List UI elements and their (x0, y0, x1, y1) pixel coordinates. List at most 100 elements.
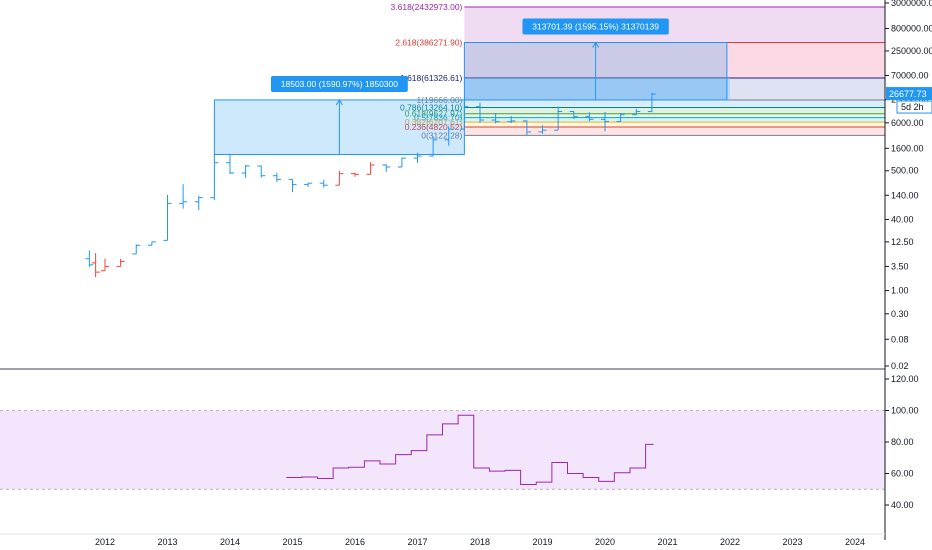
price-axis-label: 70000.00 (891, 70, 929, 80)
ohlc-bar[interactable] (366, 162, 375, 175)
ohlc-bar[interactable] (507, 116, 516, 124)
ohlc-bar[interactable] (179, 184, 188, 209)
ohlc-bar[interactable] (569, 110, 578, 120)
projection-zone (464, 78, 730, 100)
ohlc-bar[interactable] (163, 195, 172, 241)
measure-label-box (270, 75, 408, 92)
fib-level-label: 0.786(13264.10) (400, 103, 463, 113)
ohlc-bar[interactable] (554, 106, 563, 131)
time-axis-label: 2019 (532, 537, 552, 547)
ohlc-bar[interactable] (257, 165, 266, 178)
ohlc-bar[interactable] (272, 172, 281, 182)
ohlc-bar[interactable] (132, 244, 141, 255)
ohlc-bar[interactable] (491, 112, 500, 124)
rsi-line[interactable] (286, 414, 654, 486)
ohlc-bar[interactable] (616, 112, 625, 123)
ohlc-bar[interactable] (585, 112, 594, 122)
fib-zone (464, 122, 885, 128)
ohlc-bar[interactable] (335, 170, 344, 186)
ohlc-bar[interactable] (241, 164, 250, 179)
rsi-axis-label: 100.00 (891, 406, 919, 416)
ohlc-bar[interactable] (382, 164, 391, 172)
rsi-axis-label: 120.00 (891, 374, 919, 384)
time-axis-label: 2023 (782, 537, 802, 547)
ohlc-bar[interactable] (538, 125, 547, 134)
ohlc-bar[interactable] (632, 108, 641, 116)
fib-zone (464, 113, 885, 118)
measure-label-box (522, 18, 669, 35)
ohlc-bar[interactable] (460, 99, 469, 130)
price-axis-label: 6000.00 (891, 118, 924, 128)
ohlc-bar[interactable] (476, 102, 484, 123)
price-axis-label: 1.00 (891, 286, 909, 296)
ohlc-bar[interactable] (288, 178, 297, 193)
ohlc-bar[interactable] (444, 126, 453, 146)
ohlc-bar[interactable] (601, 112, 609, 132)
ohlc-bar[interactable] (210, 154, 219, 200)
ohlc-bar[interactable] (319, 179, 328, 188)
price-axis-label: 0.30 (891, 309, 909, 319)
fib-zone (464, 127, 885, 136)
price-axis-label: 140.00 (891, 190, 919, 200)
time-axis-label: 2013 (157, 537, 177, 547)
time-axis-label: 2012 (95, 537, 115, 547)
rsi-axis-label: 60.00 (891, 469, 914, 479)
ohlc-bar[interactable] (429, 136, 438, 157)
price-axis-label: 3.50 (891, 261, 909, 271)
fib-level-label: 3.618(2432973.00) (391, 2, 463, 12)
ohlc-bar[interactable] (116, 258, 125, 267)
rsi-band (0, 410, 885, 490)
countdown-label: 5d 2h (901, 102, 924, 112)
ohlc-bar[interactable] (413, 152, 422, 163)
ohlc-bar[interactable] (647, 92, 656, 113)
price-axis-label: 40.00 (891, 214, 914, 224)
measure-arrowhead (335, 98, 343, 106)
fib-zone (464, 99, 885, 108)
measure-label: 313701.39 (1595.15%) 31370139 (532, 22, 659, 32)
time-axis-label: 2020 (595, 537, 615, 547)
price-axis-label: 0.08 (891, 334, 909, 344)
ohlc-bar[interactable] (304, 182, 313, 188)
time-axis-label: 2015 (282, 537, 302, 547)
time-axis-label: 2018 (470, 537, 490, 547)
rsi-pane[interactable] (0, 410, 885, 490)
fib-level-label: 0.5(7836.70) (414, 113, 462, 123)
ohlc-bar[interactable] (91, 253, 100, 278)
last-price-label: 26677.73 (889, 89, 927, 99)
ohlc-bar[interactable] (194, 195, 203, 211)
time-axis-label: 2024 (845, 537, 865, 547)
fib-level-label: 0(3122.28) (421, 130, 462, 140)
price-axis-label: 0.02 (891, 361, 909, 371)
price-axis-label: 1600.00 (891, 143, 924, 153)
price-axis-label: 800000.00 (891, 23, 932, 33)
fib-level-label: 2.618(386271.90) (395, 38, 462, 48)
fib-zone (464, 117, 885, 123)
time-axis-label: 2016 (345, 537, 365, 547)
price-pane[interactable]: 3.618(2432973.00) 2.618(386271.90) 1.618(6… (85, 2, 885, 278)
fib-level-label: 0.236(4820.52) (405, 122, 463, 132)
fib-zone (464, 42, 885, 79)
ohlc-bar[interactable] (351, 172, 359, 177)
ohlc-bar[interactable] (85, 250, 94, 267)
ohlc-bar[interactable] (147, 241, 156, 246)
fib-level-label: 1.618(61326.61) (400, 73, 463, 83)
time-axis-label: 2014 (220, 537, 240, 547)
ohlc-bar[interactable] (522, 120, 531, 136)
measure-label: 18503.00 (1590.97%) 1850300 (281, 79, 398, 89)
ohlc-bar[interactable] (397, 157, 406, 168)
time-axis-label: 2021 (657, 537, 677, 547)
ohlc-bar[interactable] (226, 154, 234, 175)
ohlc-bar[interactable] (101, 258, 109, 272)
price-axis-label: 12.50 (891, 237, 914, 247)
fib-level-label: 0.618(9627.97) (405, 109, 463, 119)
price-axis-label: 3000000.00 (891, 0, 932, 8)
time-axis-label: 2022 (720, 537, 740, 547)
price-axis-label: 250000.00 (891, 46, 932, 56)
time-axis-label: 2017 (407, 537, 427, 547)
fib-level-label: 0.382(6207.61) (405, 117, 463, 127)
last-price-tag[interactable] (886, 87, 932, 101)
price-axis-label: 500.00 (891, 166, 919, 176)
rsi-axis-label: 80.00 (891, 437, 914, 447)
